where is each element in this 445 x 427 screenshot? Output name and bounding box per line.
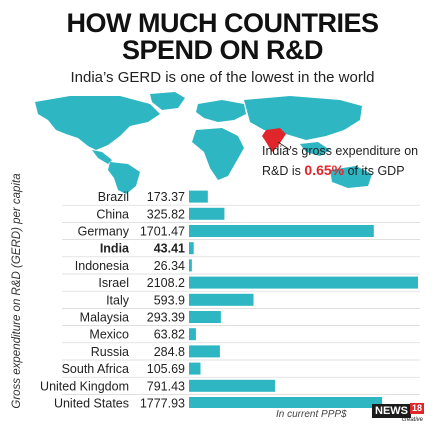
category-label: Brazil — [98, 190, 129, 204]
map-south-america — [108, 162, 140, 194]
value-label: 26.34 — [154, 259, 185, 273]
bar — [189, 276, 418, 289]
bar — [189, 362, 201, 375]
callout-prefix: R&D is — [262, 164, 301, 178]
bar — [189, 190, 208, 203]
logo-main: NEWS — [372, 404, 411, 418]
map-europe — [196, 100, 246, 122]
callout-line-1: India’s gross expenditure on — [262, 144, 419, 158]
chart-title: HOW MUCH COUNTRIES SPEND ON R&D — [0, 10, 445, 64]
category-label: Israel — [98, 276, 129, 290]
category-label: Malaysia — [80, 311, 129, 325]
bar — [189, 207, 225, 220]
bar — [189, 259, 192, 272]
value-label: 791.43 — [147, 379, 185, 393]
callout-leader-line — [277, 141, 291, 151]
logo-number: 18 — [410, 403, 425, 414]
value-label: 105.69 — [147, 362, 185, 376]
value-label: 43.41 — [154, 242, 185, 256]
chart-subtitle: India’s GERD is one of the lowest in the… — [70, 69, 375, 86]
bar — [189, 397, 383, 408]
category-label: United Kingdom — [40, 379, 129, 393]
value-label: 63.82 — [154, 328, 185, 342]
bar-chart: Brazil 173.37 China 325.82 Germany 1701.47 Ind… — [40, 190, 420, 409]
value-label: 593.9 — [154, 293, 185, 307]
category-label: Russia — [91, 345, 129, 359]
category-label: South Africa — [62, 362, 129, 376]
news18-logo: NEWS 18 creative — [372, 403, 425, 425]
map-africa — [192, 128, 244, 180]
category-label: United States — [54, 397, 129, 409]
value-label: 325.82 — [147, 207, 185, 221]
map-australia — [330, 166, 372, 188]
value-label: 284.8 — [154, 345, 185, 359]
world-map — [35, 92, 372, 194]
map-asia — [244, 96, 362, 140]
map-southeast-asia — [300, 142, 330, 156]
bar — [189, 345, 220, 358]
category-label: Italy — [106, 293, 130, 307]
bar — [189, 242, 194, 255]
category-label: China — [96, 207, 129, 221]
value-label: 293.39 — [147, 311, 185, 325]
map-north-america — [35, 96, 160, 150]
category-label: Mexico — [89, 328, 129, 342]
callout-line-2: R&D is 0.65% of its GDP — [262, 161, 442, 181]
value-label: 1777.93 — [140, 397, 185, 409]
category-label: Germany — [78, 225, 130, 239]
callout-box: India’s gross expenditure on R&D is 0.65… — [262, 142, 442, 181]
value-label: 1701.47 — [140, 225, 185, 239]
logo-sub: creative — [402, 417, 424, 423]
bar — [189, 311, 221, 323]
title-line-2: SPEND ON R&D — [121, 35, 324, 65]
value-label: 173.37 — [147, 190, 185, 204]
callout-highlight-value: 0.65% — [304, 162, 345, 178]
map-central-america — [92, 150, 112, 164]
callout-suffix: of its GDP — [347, 164, 405, 178]
bar — [189, 379, 275, 392]
value-label: 2108.2 — [147, 276, 185, 290]
title-line-1: HOW MUCH COUNTRIES — [66, 8, 379, 38]
map-greenland — [150, 92, 185, 110]
bar — [189, 293, 254, 306]
bar — [189, 225, 374, 237]
bar — [189, 328, 196, 341]
map-india-highlight — [262, 128, 286, 152]
category-label: Indonesia — [75, 259, 129, 273]
footnote: In current PPP$ — [276, 409, 347, 420]
category-label: India — [100, 242, 130, 256]
